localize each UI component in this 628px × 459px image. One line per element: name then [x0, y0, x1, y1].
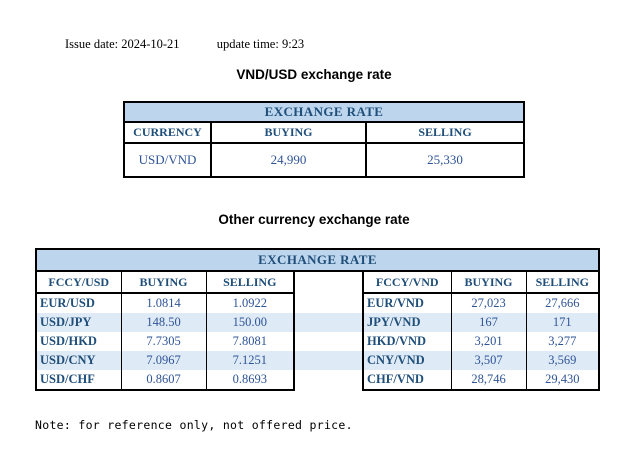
table-row: USD/CHF 0.8607 0.8693 CHF/VND 28,746 29,… [35, 370, 601, 391]
table-row: USD/HKD 7.7305 7.8081 HKD/VND 3,201 3,27… [35, 332, 601, 351]
table-row: USD/JPY 148.50 150.00 JPY/VND 167 171 [35, 313, 601, 332]
buying-cell: 3,201 [451, 332, 527, 351]
gap-cell [294, 313, 363, 332]
footnote: Note: for reference only, not offered pr… [35, 418, 353, 432]
pair-cell: JPY/VND [362, 313, 452, 332]
col-selling-right: SELLING [526, 271, 601, 294]
selling-cell: 3,569 [526, 351, 601, 370]
usd-vnd-selling: 25,330 [364, 142, 526, 178]
buying-cell: 3,507 [451, 351, 527, 370]
selling-cell: 7.1251 [206, 351, 295, 370]
buying-cell: 1.0814 [121, 293, 207, 313]
document-meta: Issue date: 2024-10-21 update time: 9:23 [65, 37, 304, 52]
selling-cell: 29,430 [526, 370, 601, 391]
update-time-value: 9:23 [281, 37, 305, 51]
column-header-row: CURRENCY BUYING SELLING [123, 121, 526, 144]
buying-cell: 0.8607 [121, 370, 207, 391]
usd-table-title: VND/USD exchange rate [236, 67, 392, 82]
table-header-row: EXCHANGE RATE [122, 101, 526, 123]
table-header-row: EXCHANGE RATE [34, 248, 601, 272]
gap-cell [294, 332, 363, 351]
update-time-label: update time: [216, 37, 279, 51]
usd-col-buying: BUYING [210, 121, 367, 144]
usd-col-currency: CURRENCY [123, 121, 212, 144]
issue-date-value: 2024-10-21 [121, 37, 180, 51]
pair-cell: CNY/VND [362, 351, 452, 370]
col-buying-right: BUYING [451, 271, 527, 294]
table-row: EUR/USD 1.0814 1.0922 EUR/VND 27,023 27,… [35, 293, 601, 313]
buying-cell: 148.50 [121, 313, 207, 332]
col-fccy-vnd: FCCY/VND [362, 271, 452, 294]
col-fccy-usd: FCCY/USD [35, 271, 122, 294]
buying-cell: 28,746 [451, 370, 527, 391]
gap-cell [294, 370, 363, 390]
usd-col-selling: SELLING [364, 121, 526, 144]
buying-cell: 7.0967 [121, 351, 207, 370]
pair-cell: USD/HKD [35, 332, 122, 351]
pair-cell: USD/CNY [35, 351, 122, 370]
pair-cell: HKD/VND [362, 332, 452, 351]
buying-cell: 167 [451, 313, 527, 332]
other-table-header: EXCHANGE RATE [34, 248, 601, 272]
selling-cell: 171 [526, 313, 601, 332]
column-header-row: FCCY/USD BUYING SELLING FCCY/VND BUYING … [35, 271, 601, 294]
other-exchange-rate-table: EXCHANGE RATE FCCY/USD BUYING SELLING FC… [34, 248, 601, 391]
pair-cell: CHF/VND [362, 370, 452, 391]
other-table-title: Other currency exchange rate [218, 212, 410, 227]
table-row: USD/VND 24,990 25,330 [123, 142, 526, 178]
usd-vnd-pair: USD/VND [123, 142, 212, 178]
selling-cell: 3,277 [526, 332, 601, 351]
issue-date-label: Issue date: [65, 37, 119, 51]
col-selling-left: SELLING [206, 271, 295, 294]
gap-cell [294, 293, 363, 313]
selling-cell: 1.0922 [206, 293, 295, 313]
selling-cell: 150.00 [206, 313, 295, 332]
buying-cell: 27,023 [451, 293, 527, 313]
gap-cell [294, 271, 363, 293]
selling-cell: 0.8693 [206, 370, 295, 391]
selling-cell: 7.8081 [206, 332, 295, 351]
pair-cell: EUR/VND [362, 293, 452, 313]
table-row: USD/CNY 7.0967 7.1251 CNY/VND 3,507 3,56… [35, 351, 601, 370]
pair-cell: EUR/USD [35, 293, 122, 313]
usd-table-header: EXCHANGE RATE [122, 101, 526, 123]
pair-cell: USD/CHF [35, 370, 122, 391]
selling-cell: 27,666 [526, 293, 601, 313]
usd-exchange-rate-table: EXCHANGE RATE CURRENCY BUYING SELLING US… [122, 101, 526, 178]
pair-cell: USD/JPY [35, 313, 122, 332]
usd-vnd-buying: 24,990 [210, 142, 367, 178]
buying-cell: 7.7305 [121, 332, 207, 351]
col-buying-left: BUYING [121, 271, 207, 294]
gap-cell [294, 351, 363, 370]
